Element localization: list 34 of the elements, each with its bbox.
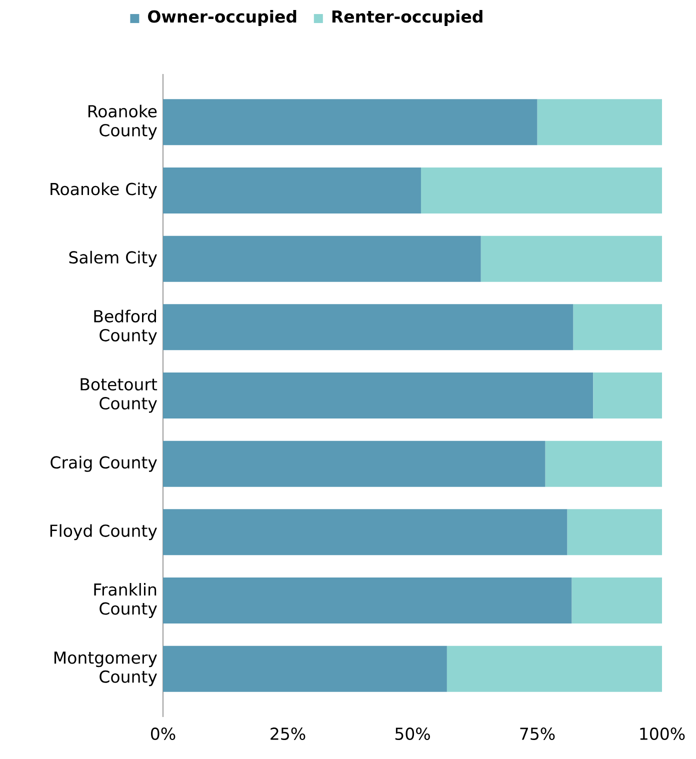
bar [163,372,594,419]
x-tick-label: 75% [520,728,555,740]
bar [545,440,662,487]
bar [163,578,572,624]
bar [573,304,662,350]
bar [163,168,421,214]
y-tick-label: Franklin County [94,583,157,618]
bar [446,646,662,692]
bar [163,509,568,556]
x-tick-label: 25% [270,728,306,740]
x-tick-label: 50% [395,728,430,740]
bar [480,236,662,282]
bar [567,509,662,556]
y-tick-label: Salem City [69,250,157,267]
bar [572,578,662,624]
y-tick-label: Craig County [50,456,157,472]
bar [163,236,481,282]
x-tick-label: 0% [150,728,176,740]
legend-label: Renter-occupied [332,10,482,26]
bar [420,168,662,214]
x-tick-label: 100% [640,728,685,740]
y-tick-label: Roanoke City [50,182,157,198]
y-tick-label: Roanoke County [88,104,157,140]
y-tick-label: Bedford County [94,310,157,345]
bar [593,372,662,419]
legend-label: Owner-occupied [148,10,296,26]
bar [163,646,447,692]
bar [537,99,662,146]
y-tick-label: Floyd County [50,524,157,540]
y-tick-label: Botetourt County [80,378,158,413]
y-tick-label: Montgomery County [54,652,157,686]
bar [163,304,574,350]
bar [163,99,538,146]
bar [163,440,546,487]
